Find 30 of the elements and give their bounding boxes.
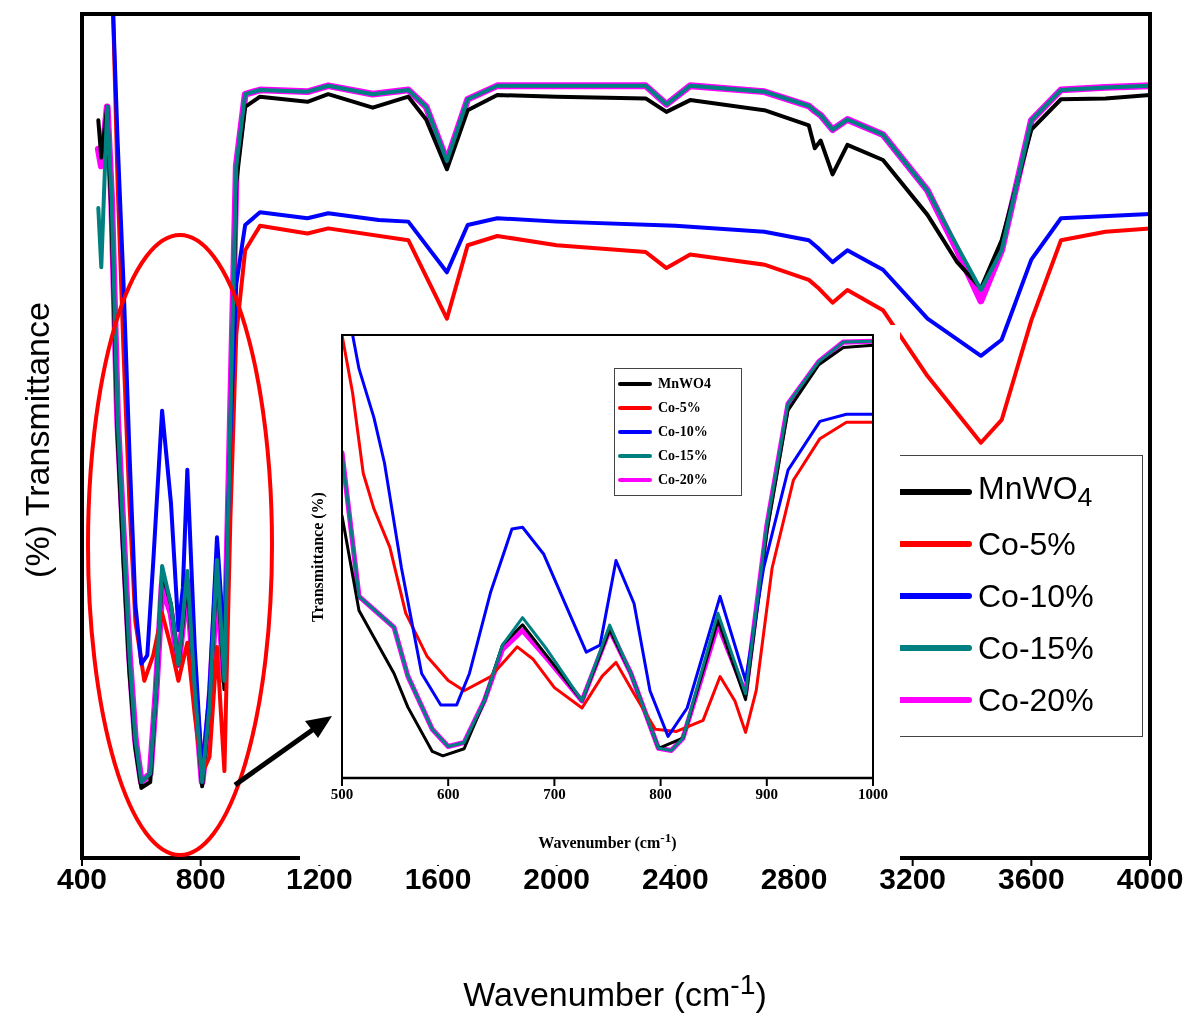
x-tick-label: 500 bbox=[330, 785, 354, 802]
x-tick-label: 600 bbox=[436, 785, 460, 802]
legend-label: Co-15% bbox=[978, 629, 1094, 667]
legend-label: Co-15% bbox=[658, 448, 708, 464]
x-tick-label: 3600 bbox=[997, 862, 1065, 896]
x-axis-title: Wavenumber (cm$^{-1}$) bbox=[537, 830, 678, 853]
legend-label: MnWO4 bbox=[658, 376, 711, 392]
x-tick-label: 4000 bbox=[1116, 862, 1184, 896]
x-tick-label: 800 bbox=[175, 862, 226, 896]
x-tick-label: 700 bbox=[543, 785, 566, 802]
x-tick-label: 900 bbox=[755, 785, 779, 802]
y-axis-title: Transmittance (%) bbox=[309, 492, 327, 622]
x-tick-label: 400 bbox=[56, 862, 108, 896]
x-tick-label: 2400 bbox=[641, 862, 709, 896]
legend-label: Co-20% bbox=[978, 681, 1094, 719]
x-tick-label: 3200 bbox=[879, 862, 947, 896]
x-tick-label: 1600 bbox=[404, 862, 472, 896]
x-tick-label: 2000 bbox=[523, 862, 591, 896]
x-tick-label: 800 bbox=[649, 785, 672, 802]
x-axis-title: Wavenumber (cm$^{-1}$) bbox=[462, 968, 768, 1015]
legend-label: Co-10% bbox=[658, 424, 708, 440]
legend-label: Co-10% bbox=[978, 577, 1094, 615]
legend-label: Co-5% bbox=[658, 400, 701, 416]
x-tick-label: 1200 bbox=[285, 862, 353, 896]
legend-label: MnWO$_{4}$ bbox=[978, 470, 1093, 514]
x-tick-label: 2800 bbox=[760, 862, 828, 896]
legend-label: Co-20% bbox=[658, 472, 708, 488]
legend-label: Co-5% bbox=[978, 525, 1076, 563]
x-tick-label: 1000 bbox=[858, 785, 888, 802]
y-axis-title: (%) Transmittance bbox=[17, 302, 57, 578]
